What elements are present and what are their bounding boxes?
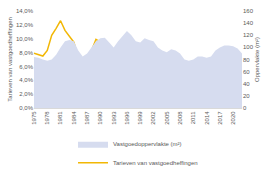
svg-text:80: 80: [243, 57, 250, 63]
svg-text:1999: 1999: [137, 111, 143, 125]
svg-text:0: 0: [243, 105, 247, 111]
svg-text:Tarieven van vastgoedheffingen: Tarieven van vastgoedheffingen: [113, 160, 198, 166]
svg-text:Vastgoedoppervlakte (m²): Vastgoedoppervlakte (m²): [113, 141, 182, 147]
svg-text:1978: 1978: [44, 111, 50, 125]
svg-text:1981: 1981: [58, 111, 64, 125]
svg-text:10,0%: 10,0%: [16, 36, 34, 42]
svg-text:1987: 1987: [84, 111, 90, 125]
svg-text:100: 100: [243, 44, 254, 50]
svg-text:2008: 2008: [177, 111, 183, 125]
svg-text:2002: 2002: [150, 111, 156, 125]
svg-text:1990: 1990: [97, 111, 103, 125]
svg-text:2020: 2020: [230, 111, 236, 125]
svg-text:6,0%: 6,0%: [19, 64, 33, 70]
svg-text:Tarieven van vastgoedheffingen: Tarieven van vastgoedheffingen: [7, 17, 13, 102]
svg-text:Oppervlakte (m²): Oppervlakte (m²): [254, 37, 260, 82]
svg-text:40: 40: [243, 81, 250, 87]
svg-text:2014: 2014: [204, 111, 210, 125]
svg-text:1984: 1984: [71, 111, 77, 125]
svg-text:2005: 2005: [164, 111, 170, 125]
svg-text:20: 20: [243, 93, 250, 99]
svg-text:2,0%: 2,0%: [19, 91, 33, 97]
svg-text:12,0%: 12,0%: [16, 22, 34, 28]
svg-text:2017: 2017: [217, 111, 223, 125]
svg-text:1975: 1975: [31, 111, 37, 125]
svg-text:1993: 1993: [111, 111, 117, 125]
svg-text:120: 120: [243, 32, 254, 38]
svg-text:1996: 1996: [124, 111, 130, 125]
svg-text:140: 140: [243, 20, 254, 26]
svg-text:8,0%: 8,0%: [19, 50, 33, 56]
svg-text:160: 160: [243, 8, 254, 14]
svg-text:60: 60: [243, 69, 250, 75]
svg-text:0,0%: 0,0%: [19, 105, 33, 111]
svg-text:4,0%: 4,0%: [19, 77, 33, 83]
svg-text:2011: 2011: [190, 111, 196, 125]
svg-text:14,0%: 14,0%: [16, 8, 34, 14]
